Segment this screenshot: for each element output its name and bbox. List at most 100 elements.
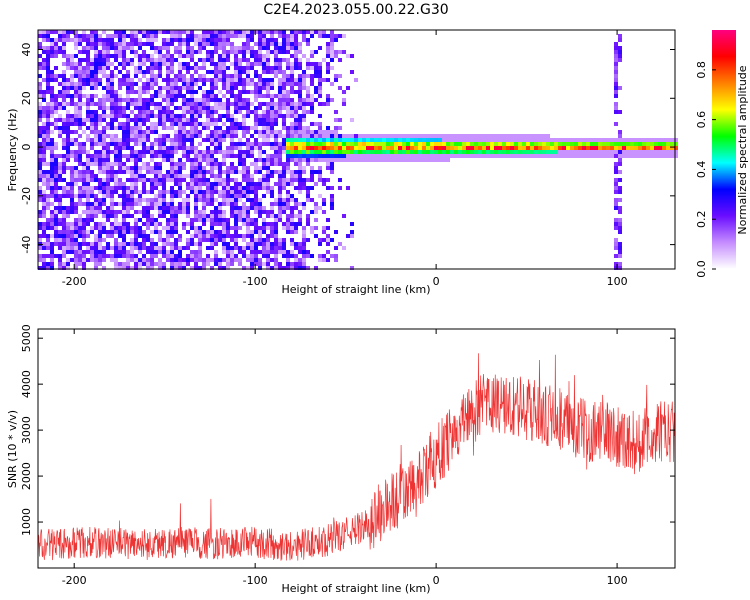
heatmap-cell [78,170,82,174]
heatmap-cell [254,94,258,98]
heatmap-cell [242,158,246,162]
heatmap-cell [82,102,86,106]
heatmap-cell [486,138,490,142]
heatmap-cell [78,214,82,218]
heatmap-cell [178,130,182,134]
heatmap-cell [226,222,230,226]
heatmap-cell [166,50,170,54]
heatmap-cell [302,78,306,82]
heatmap-cell [654,142,658,146]
heatmap-cell [90,34,94,38]
heatmap-cell [262,126,266,130]
heatmap-cell [110,110,114,114]
heatmap-cell [282,98,286,102]
heatmap-cell [90,122,94,126]
heatmap-cell [50,182,54,186]
heatmap-cell [210,58,214,62]
heatmap-cell [262,86,266,90]
heatmap-cell [306,38,310,42]
heatmap-cell [118,266,122,270]
heatmap-cell [170,118,174,122]
heatmap-cell [106,210,110,214]
heatmap-cell [78,86,82,90]
heatmap-cell [554,150,558,154]
heatmap-cell [174,238,178,242]
heatmap-cell [122,114,126,118]
heatmap-cell [326,102,330,106]
heatmap-cell [242,266,246,270]
heatmap-cell [70,202,74,206]
heatmap-cell [206,182,210,186]
heatmap-cell [174,38,178,42]
heatmap-cell [54,66,58,70]
heatmap-cell [354,158,358,162]
heatmap-cell [86,258,90,262]
heatmap-cell [170,170,174,174]
heatmap-cell [174,246,178,250]
heatmap-cell [38,210,42,214]
heatmap-cell [50,266,54,270]
heatmap-cell [298,90,302,94]
heatmap-cell [186,106,190,110]
heatmap-cell [78,90,82,94]
heatmap-cell [306,94,310,98]
heatmap-cell [238,190,242,194]
heatmap-cell [178,142,182,146]
heatmap-cell [298,114,302,118]
heatmap-cell [134,226,138,230]
heatmap-cell [186,82,190,86]
heatmap-cell [254,254,258,258]
heatmap-cell [230,82,234,86]
heatmap-cell [174,138,178,142]
heatmap-cell [182,166,186,170]
heatmap-cell [186,154,190,158]
heatmap-cell [102,70,106,74]
heatmap-cell [226,242,230,246]
heatmap-cell [86,206,90,210]
heatmap-cell [70,250,74,254]
heatmap-cell [134,122,138,126]
heatmap-cell [250,262,254,266]
heatmap-cell [78,58,82,62]
heatmap-cell [66,226,70,230]
heatmap-cell [498,146,502,150]
heatmap-cell [162,42,166,46]
heatmap-cell [298,266,302,270]
heatmap-cell [90,218,94,222]
heatmap-cell [42,126,46,130]
heatmap-cell [54,230,58,234]
heatmap-cell [58,202,62,206]
heatmap-cell [146,166,150,170]
heatmap-cell [198,106,202,110]
heatmap-cell [42,246,46,250]
heatmap-cell [306,158,310,162]
snr-plot-area [38,329,675,568]
heatmap-cell [158,106,162,110]
heatmap-cell [358,150,362,154]
heatmap-cell [126,166,130,170]
heatmap-cell [250,154,254,158]
heatmap-cell [90,202,94,206]
heatmap-cell [550,150,554,154]
heatmap-cell [134,42,138,46]
heatmap-cell [226,34,230,38]
heatmap-cell [114,154,118,158]
heatmap-cell [486,142,490,146]
heatmap-cell [202,214,206,218]
heatmap-cell [174,170,178,174]
heatmap-cell [614,206,618,210]
heatmap-cell [290,266,294,270]
heatmap-cell [266,86,270,90]
heatmap-cell [254,142,258,146]
heatmap-cell [50,194,54,198]
heatmap-cell [514,150,518,154]
heatmap-cell [178,122,182,126]
heatmap-cell [158,134,162,138]
heatmap-cell [270,226,274,230]
heatmap-cell [74,154,78,158]
heatmap-cell [614,50,618,54]
heatmap-cell [202,74,206,78]
heatmap-cell [394,138,398,142]
heatmap-cell [66,114,70,118]
heatmap-cell [66,122,70,126]
